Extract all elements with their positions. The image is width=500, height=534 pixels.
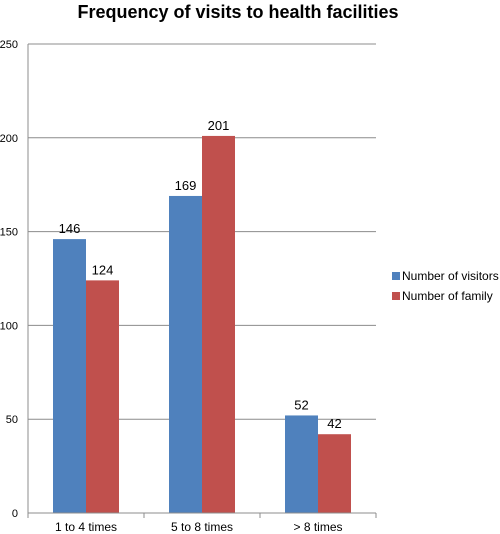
x-tick-label: 1 to 4 times bbox=[55, 520, 117, 534]
legend-label: Number of family bbox=[402, 289, 493, 303]
y-tick-label: 100 bbox=[0, 320, 18, 332]
y-tick-label: 250 bbox=[0, 39, 18, 51]
bar bbox=[285, 415, 318, 513]
bar bbox=[169, 195, 202, 513]
bar bbox=[202, 135, 235, 513]
bar bbox=[53, 239, 86, 513]
legend: Number of visitors Number of family bbox=[392, 269, 499, 303]
data-label: 169 bbox=[175, 178, 197, 193]
axes bbox=[27, 44, 377, 518]
chart-title: Frequency of visits to health facilities bbox=[77, 2, 398, 22]
bar bbox=[318, 434, 351, 513]
y-tick-label: 50 bbox=[6, 414, 18, 426]
data-label: 201 bbox=[208, 118, 230, 133]
x-tick-label: > 8 times bbox=[293, 520, 342, 534]
legend-swatch bbox=[392, 272, 400, 280]
data-label: 124 bbox=[92, 262, 114, 277]
x-tick-label: 5 to 8 times bbox=[171, 520, 233, 534]
data-label: 146 bbox=[59, 221, 81, 236]
data-label: 52 bbox=[294, 397, 308, 412]
y-tick-label: 150 bbox=[0, 227, 18, 239]
data-label: 42 bbox=[327, 416, 341, 431]
y-tick-label: 200 bbox=[0, 133, 18, 145]
y-axis-ticks: 0 50 100 150 200 250 bbox=[0, 39, 18, 520]
x-axis-labels: 1 to 4 times 5 to 8 times > 8 times bbox=[55, 520, 343, 534]
legend-label: Number of visitors bbox=[402, 269, 499, 283]
legend-swatch bbox=[392, 292, 400, 300]
bar bbox=[86, 280, 119, 513]
bars: 146 124 169 201 52 42 bbox=[53, 118, 351, 513]
y-tick-label: 0 bbox=[12, 508, 18, 520]
